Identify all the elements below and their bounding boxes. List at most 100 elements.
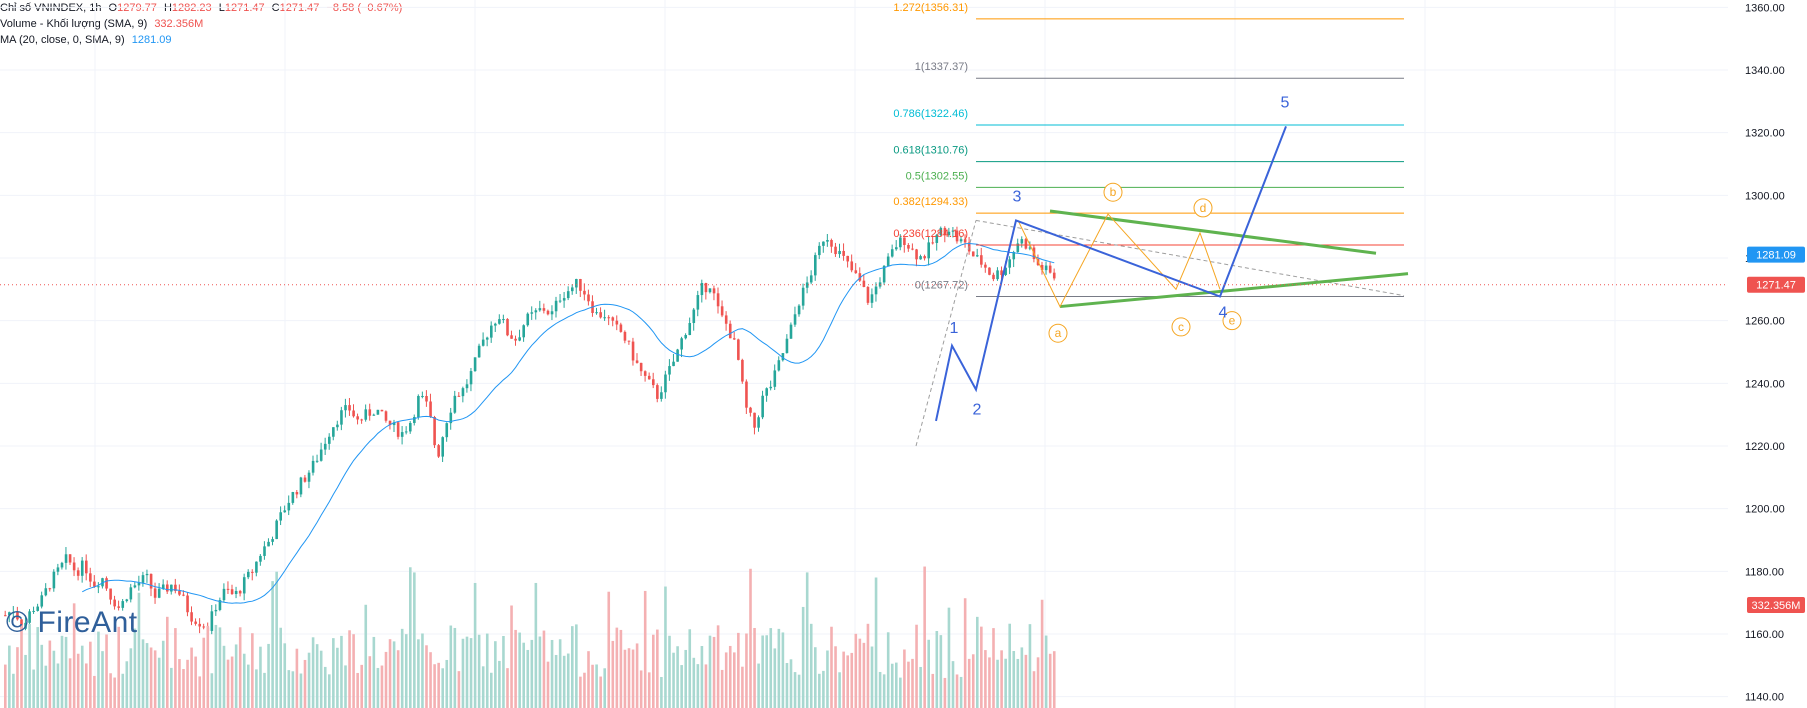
volume-bar <box>688 629 692 708</box>
candle-body <box>550 311 554 315</box>
volume-bar <box>878 671 882 708</box>
volume-bar <box>903 649 906 708</box>
volume-bar <box>161 640 165 708</box>
candle-body <box>186 595 189 613</box>
y-tick-label: 1260.00 <box>1745 316 1785 328</box>
volume-bar <box>1028 624 1032 708</box>
volume-bar <box>344 665 347 708</box>
candle-body <box>931 242 935 244</box>
candle-body <box>1020 239 1024 244</box>
candle-body <box>724 315 728 324</box>
candle-body <box>611 317 615 321</box>
y-tick-label: 1300.00 <box>1745 190 1785 202</box>
volume-bar <box>502 636 505 708</box>
candle-body <box>773 370 777 387</box>
volume-bar <box>510 605 513 708</box>
fib-retracement: 0(1267.72) 0.236(1284.16) 0.382(1294.33) 0.… <box>893 2 1405 447</box>
volume-bar <box>619 629 623 708</box>
candle-body <box>996 270 999 280</box>
candle-body <box>538 308 542 311</box>
fib-trend-line <box>915 220 977 447</box>
candle-body <box>372 414 376 416</box>
candle-body <box>627 340 631 342</box>
volume-bar <box>854 633 858 708</box>
volume-bar <box>761 635 764 708</box>
candle-body <box>319 449 323 461</box>
candle-body <box>303 477 307 482</box>
candle-body <box>64 554 68 563</box>
volume-bar <box>583 672 586 708</box>
candle-body <box>348 405 351 411</box>
low-value: 1271.47 <box>224 2 265 14</box>
volume-bar <box>546 661 550 708</box>
candle-body <box>182 594 185 596</box>
candle-body <box>745 381 748 408</box>
candle-body <box>554 300 558 312</box>
last-price-badge-bg <box>1747 276 1805 293</box>
candle-body <box>404 431 408 433</box>
volume-bar <box>263 672 266 708</box>
volume-bar <box>190 647 193 708</box>
volume-bar <box>60 635 64 708</box>
candle-body <box>862 280 866 287</box>
candle-body <box>643 371 647 376</box>
volume-bar <box>566 653 570 708</box>
candle-body <box>396 422 400 437</box>
fib-level-label: 0.618(1310.76) <box>893 145 968 157</box>
candles <box>4 226 1056 638</box>
volume-bar <box>52 650 56 708</box>
volume-bar <box>538 636 542 708</box>
candle-body <box>8 612 11 616</box>
candle-body <box>20 619 23 629</box>
candle-body <box>109 588 112 600</box>
subwave-label: b <box>1110 185 1117 199</box>
volume-bar <box>421 633 424 708</box>
candle-body <box>753 412 756 428</box>
volume-bar <box>145 643 149 708</box>
close-value: 1271.47 <box>279 2 320 14</box>
candle-body <box>360 419 363 421</box>
volume-bar <box>271 581 274 708</box>
candle-body <box>959 239 963 242</box>
volume-bar <box>757 663 760 708</box>
candle-body <box>664 374 667 393</box>
ma-price-badge-bg <box>1747 246 1805 263</box>
candle-body <box>882 265 886 283</box>
volume-bar <box>494 641 497 708</box>
candle-body <box>299 477 303 495</box>
volume-bar <box>360 664 363 708</box>
volume-bar <box>639 670 643 708</box>
volume-bar <box>178 659 181 708</box>
volume-bar <box>56 663 60 708</box>
candle-body <box>97 586 100 588</box>
y-tick-label: 1180.00 <box>1745 566 1784 578</box>
candle-body <box>923 256 926 259</box>
candle-body <box>526 313 530 326</box>
volume-badge: 332.356M <box>1752 600 1801 612</box>
candle-body <box>364 409 368 420</box>
volume-bar <box>720 669 724 708</box>
candle-body <box>170 584 173 592</box>
volume-bar <box>32 669 35 708</box>
candle-body <box>400 432 404 437</box>
candle-body <box>830 240 833 247</box>
volume-bar <box>234 644 238 708</box>
candle-body <box>992 274 995 280</box>
candle-body <box>907 244 910 249</box>
volume-bar <box>826 650 829 708</box>
volume-bar <box>530 639 534 708</box>
candle-body <box>939 227 943 235</box>
volume-bar <box>858 638 862 708</box>
candle-body <box>1044 265 1048 271</box>
volume-bar <box>315 644 319 708</box>
volume-bar <box>340 635 343 708</box>
candle-body <box>684 335 687 339</box>
candle-body <box>121 601 125 608</box>
volume-bar <box>672 652 675 708</box>
volume-bar <box>745 633 748 708</box>
volume-bar <box>28 623 31 708</box>
volume-bar <box>437 662 440 708</box>
candle-body <box>652 379 655 386</box>
subwave-label: c <box>1178 320 1184 334</box>
